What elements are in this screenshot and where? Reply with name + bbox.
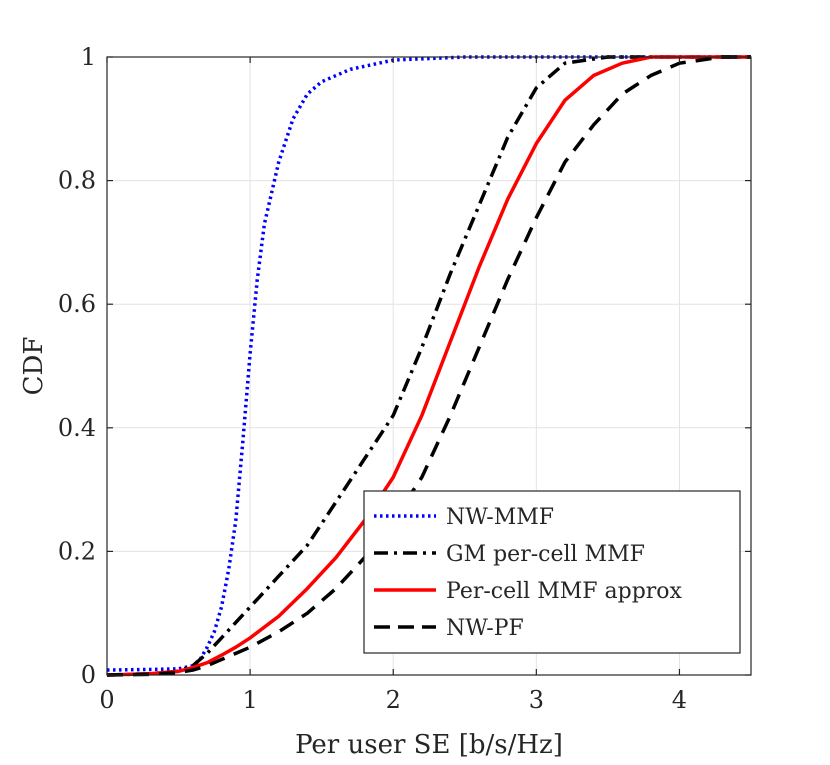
x-tick-label-3: 3 (529, 686, 544, 714)
x-tick-label-1: 1 (242, 686, 257, 714)
y-tick-label-0: 0 (81, 661, 96, 689)
legend-label-3: NW-PF (446, 616, 524, 641)
x-axis-label: Per user SE [b/s/Hz] (295, 730, 563, 760)
y-tick-label-2: 0.4 (58, 414, 96, 442)
tick-labels: 0 1 2 3 4 0 0.2 0.4 0.6 0.8 1 (58, 43, 687, 714)
legend-label-2: Per-cell MMF approx (446, 579, 683, 604)
x-tick-label-0: 0 (99, 686, 114, 714)
legend-label-1: GM per-cell MMF (446, 542, 645, 567)
y-tick-label-5: 1 (81, 43, 96, 71)
y-tick-label-1: 0.2 (58, 537, 96, 565)
y-tick-label-4: 0.8 (58, 167, 96, 195)
y-tick-label-3: 0.6 (58, 290, 96, 318)
y-axis-label: CDF (19, 337, 49, 396)
series-line-1 (106, 55, 751, 677)
legend: NW-MMF GM per-cell MMF Per-cell MMF approx… (363, 490, 741, 654)
legend-label-0: NW-MMF (446, 505, 554, 530)
x-tick-label-2: 2 (386, 686, 401, 714)
plot-frame (106, 56, 752, 676)
x-tick-label-4: 4 (672, 686, 687, 714)
axes-frame (106, 56, 752, 676)
